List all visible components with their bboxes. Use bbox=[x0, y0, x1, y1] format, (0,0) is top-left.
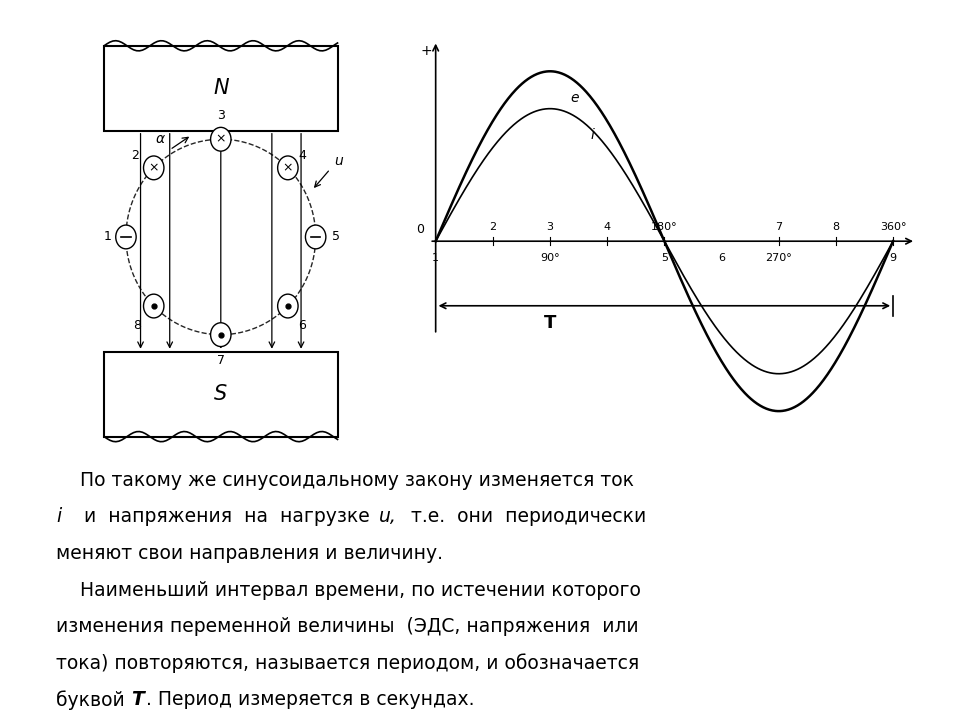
Text: i: i bbox=[590, 128, 594, 143]
Text: 4: 4 bbox=[604, 222, 611, 232]
Text: 1: 1 bbox=[432, 253, 439, 263]
Text: меняют свои направления и величину.: меняют свои направления и величину. bbox=[56, 544, 444, 563]
Text: 7: 7 bbox=[775, 222, 782, 232]
Text: 6: 6 bbox=[718, 253, 725, 263]
Text: изменения переменной величины  (ЭДС, напряжения  или: изменения переменной величины (ЭДС, напр… bbox=[56, 617, 638, 636]
Circle shape bbox=[210, 127, 231, 151]
Text: 270°: 270° bbox=[765, 253, 792, 263]
Text: 2: 2 bbox=[132, 148, 139, 161]
Text: T: T bbox=[543, 314, 556, 332]
Text: 1: 1 bbox=[104, 230, 111, 243]
Circle shape bbox=[277, 156, 299, 180]
Circle shape bbox=[210, 323, 231, 346]
Text: 2: 2 bbox=[490, 222, 496, 232]
Text: Наименьший интервал времени, по истечении которого: Наименьший интервал времени, по истечени… bbox=[56, 580, 641, 600]
Text: 4: 4 bbox=[299, 148, 306, 161]
Text: +: + bbox=[421, 44, 433, 58]
Text: 3: 3 bbox=[546, 222, 554, 232]
Text: и  напряжения  на  нагрузке: и напряжения на нагрузке bbox=[72, 508, 382, 526]
Bar bbox=[104, 351, 338, 436]
Text: т.е.  они  периодически: т.е. они периодически bbox=[398, 508, 646, 526]
Circle shape bbox=[116, 225, 136, 249]
Text: ×: × bbox=[216, 132, 226, 145]
Text: 9: 9 bbox=[890, 253, 897, 263]
Bar bbox=[104, 46, 338, 131]
Text: ×: × bbox=[149, 161, 159, 174]
Circle shape bbox=[277, 294, 299, 318]
Text: 8: 8 bbox=[133, 319, 141, 332]
Text: e: e bbox=[570, 91, 579, 105]
Text: u,: u, bbox=[379, 508, 397, 526]
Text: 5: 5 bbox=[660, 253, 668, 263]
Text: 360°: 360° bbox=[879, 222, 906, 232]
Text: i: i bbox=[56, 508, 61, 526]
Text: 7: 7 bbox=[217, 354, 225, 366]
Text: По такому же синусоидальному закону изменяется ток: По такому же синусоидальному закону изме… bbox=[56, 471, 634, 490]
Text: ×: × bbox=[282, 161, 293, 174]
Circle shape bbox=[143, 294, 164, 318]
Circle shape bbox=[143, 156, 164, 180]
Text: 3: 3 bbox=[217, 109, 225, 122]
Text: 6: 6 bbox=[299, 319, 306, 332]
Text: 90°: 90° bbox=[540, 253, 560, 263]
Text: буквой: буквой bbox=[56, 690, 131, 710]
Circle shape bbox=[305, 225, 325, 249]
Text: . Период измеряется в секундах.: . Период измеряется в секундах. bbox=[146, 690, 474, 709]
Text: тока) повторяются, называется периодом, и обозначается: тока) повторяются, называется периодом, … bbox=[56, 654, 639, 673]
Text: α: α bbox=[156, 132, 164, 146]
Text: 8: 8 bbox=[832, 222, 839, 232]
Text: T: T bbox=[132, 690, 144, 709]
Text: 0: 0 bbox=[417, 223, 424, 236]
Text: N: N bbox=[213, 78, 228, 98]
Text: 5: 5 bbox=[332, 230, 340, 243]
Text: u: u bbox=[334, 154, 343, 168]
Text: S: S bbox=[214, 384, 228, 404]
Text: 180°: 180° bbox=[651, 222, 678, 232]
